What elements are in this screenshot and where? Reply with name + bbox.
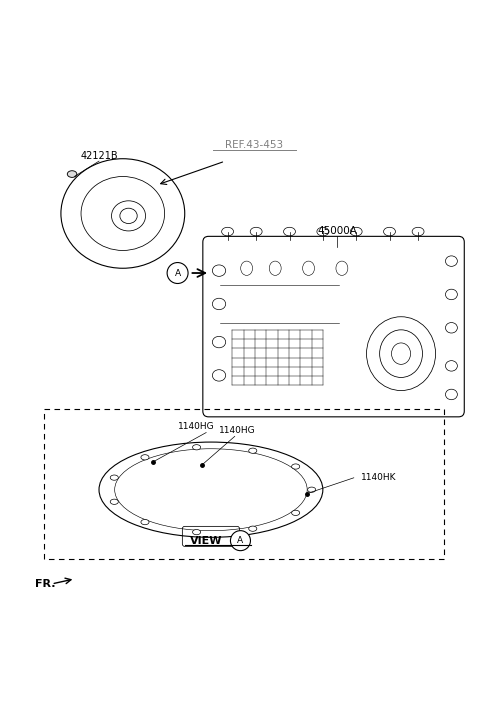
Text: 1140HK: 1140HK (361, 473, 397, 482)
Ellipse shape (249, 448, 257, 454)
Text: 1140HG: 1140HG (178, 422, 215, 431)
Ellipse shape (67, 171, 77, 177)
Ellipse shape (193, 529, 201, 535)
Ellipse shape (193, 445, 201, 450)
Text: VIEW: VIEW (190, 536, 223, 546)
Text: 45000A: 45000A (317, 226, 357, 236)
Bar (44, 409, 445, 559)
Text: A: A (174, 268, 181, 278)
Text: A: A (238, 536, 243, 545)
Ellipse shape (249, 526, 257, 531)
Text: 1140HG: 1140HG (219, 426, 255, 435)
Ellipse shape (110, 499, 118, 505)
Ellipse shape (292, 464, 300, 469)
Ellipse shape (308, 487, 316, 492)
Text: REF.43-453: REF.43-453 (225, 140, 283, 150)
Ellipse shape (141, 454, 149, 460)
Text: 42121B: 42121B (80, 151, 118, 161)
Ellipse shape (141, 520, 149, 525)
Circle shape (230, 531, 251, 550)
Circle shape (167, 262, 188, 284)
Text: FR.: FR. (34, 579, 55, 589)
Ellipse shape (292, 510, 300, 515)
Ellipse shape (110, 475, 118, 481)
